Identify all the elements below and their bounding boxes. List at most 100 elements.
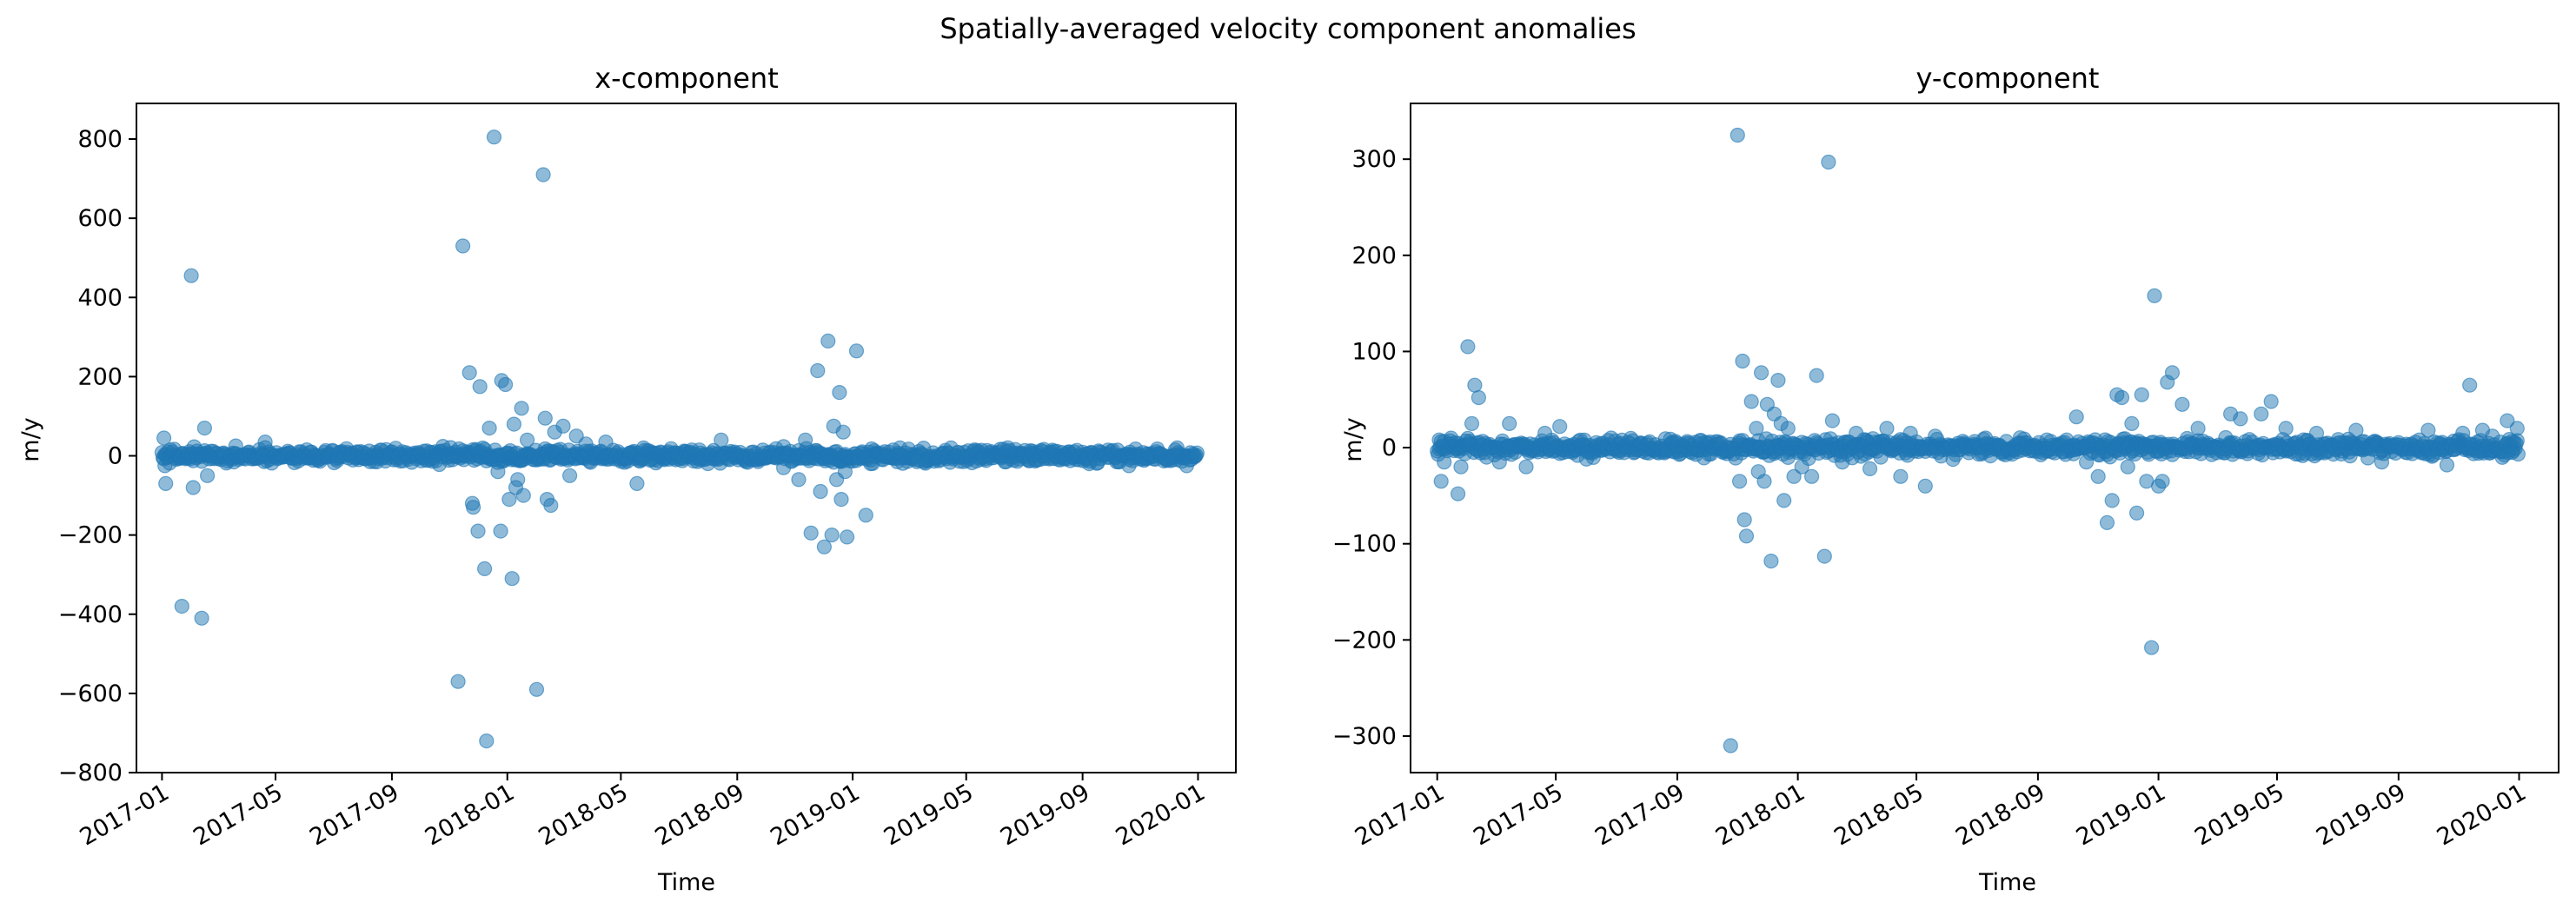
x-component-point [510, 472, 526, 488]
x-component-point [504, 571, 520, 587]
y-component-point [1491, 455, 1507, 470]
x-component-point [535, 167, 551, 183]
x-component-x-tick-label: 2018-09 [651, 779, 749, 851]
x-component-x-tick-label: 2020-01 [1112, 779, 1210, 851]
y-component-point [2500, 413, 2515, 428]
y-component-x-tick-label: 2018-05 [1829, 779, 1928, 851]
x-component-point [555, 418, 571, 434]
y-component-point [2164, 365, 2181, 381]
x-component-point [803, 525, 819, 541]
y-component-point [2124, 415, 2140, 431]
y-component-x-tick-label: 2020-01 [2433, 779, 2531, 851]
y-component-point [1450, 486, 1466, 501]
y-component-point [1978, 430, 1994, 446]
y-component-point [2079, 455, 2095, 470]
x-component-point [1121, 458, 1137, 474]
x-component-point [848, 343, 865, 359]
y-component-point [2485, 428, 2500, 444]
figure-suptitle: Spatially-averaged velocity component an… [939, 12, 1636, 45]
x-component-x-tick-label: 2019-05 [880, 779, 978, 851]
x-component-point [490, 464, 506, 480]
y-component-point [1731, 474, 1748, 489]
y-component-point [1879, 421, 1895, 436]
y-component-point [2120, 459, 2135, 475]
x-component-point [813, 483, 828, 500]
x-component-point [196, 421, 212, 436]
x-component-point [863, 455, 879, 472]
x-component-point [470, 523, 486, 539]
y-component-y-tick-label: 200 [1351, 242, 1397, 269]
y-component-x-ticks: 2017-01 2017-05 2017-09 2018-01 2018-05 2018-… [1351, 773, 2531, 851]
x-component-y-tick-label: −200 [58, 522, 123, 549]
y-component-point [1821, 154, 1836, 170]
x-component-point [501, 491, 517, 508]
y-component-y-tick-label: −200 [1332, 627, 1397, 654]
y-component-point [2104, 493, 2120, 508]
y-component-xlabel: Time [1978, 869, 2036, 896]
x-component-point [909, 454, 925, 469]
y-component-point [1437, 455, 1452, 470]
y-component-point [2147, 288, 2162, 303]
x-component-x-tick-label: 2017-01 [76, 779, 174, 851]
y-component-x-tick-label: 2018-01 [1711, 779, 1809, 851]
y-component-x-tick-label: 2018-09 [1951, 779, 2049, 851]
x-component-point [157, 458, 173, 474]
y-component-point [1460, 339, 1476, 355]
y-component-point [1770, 373, 1786, 388]
x-component-x-tick-label: 2017-05 [189, 779, 287, 851]
x-component-point [450, 674, 466, 689]
y-component-point [2039, 432, 2055, 448]
y-component-point [2190, 421, 2206, 436]
y-component-point [1502, 415, 1517, 431]
y-component-point [2509, 421, 2525, 436]
x-component-point [892, 440, 908, 456]
y-component-point [1431, 432, 1447, 448]
y-component-point [2174, 396, 2190, 412]
x-component-point [461, 365, 477, 381]
x-component-point [810, 362, 826, 379]
y-component-point [1730, 127, 1745, 143]
y-component-point [1518, 459, 1534, 475]
x-component-point [158, 475, 174, 492]
y-component-point [2129, 505, 2145, 521]
x-component-point [543, 497, 559, 514]
y-component-points [1430, 127, 2526, 753]
y-component-y-tick-label: 300 [1351, 146, 1397, 173]
y-component-point [2455, 425, 2471, 441]
x-component-point [578, 436, 594, 452]
x-component-point [629, 475, 645, 492]
y-component-point [2134, 387, 2149, 402]
y-component-point [1780, 421, 1796, 436]
y-component-point [1849, 425, 1864, 441]
y-component-point [1478, 449, 1495, 465]
x-component-point [839, 529, 855, 545]
x-component-ylabel: m/y [17, 417, 44, 461]
x-component-point [635, 440, 652, 456]
y-component-point [2233, 411, 2248, 427]
x-component-y-tick-label: 600 [77, 205, 123, 232]
x-component-point [185, 480, 201, 495]
y-component-point [2263, 394, 2279, 409]
y-component-point [1749, 421, 1764, 436]
y-component-point [1467, 377, 1483, 393]
x-component-point [465, 500, 481, 515]
y-component-point [2144, 640, 2160, 655]
x-component-point [183, 268, 199, 283]
x-component-points [154, 129, 1205, 749]
y-component-point [2505, 444, 2520, 461]
x-component-y-ticks: −800 −600 −400 −200 0 200 400 600 800 [58, 126, 136, 787]
x-component-point [791, 472, 807, 488]
x-component-point [528, 681, 545, 697]
y-component-point [1736, 512, 1752, 528]
x-component-point [1189, 445, 1205, 461]
x-component-x-tick-label: 2018-05 [534, 779, 633, 851]
x-component-point [537, 410, 553, 426]
y-component-point [1835, 455, 1850, 470]
x-component-point [824, 527, 840, 543]
x-component-point [798, 432, 813, 448]
x-component-point [497, 376, 514, 393]
y-component-x-tick-label: 2017-05 [1469, 779, 1567, 851]
y-component-point [1862, 461, 1878, 477]
y-component-ylabel: m/y [1340, 417, 1367, 461]
